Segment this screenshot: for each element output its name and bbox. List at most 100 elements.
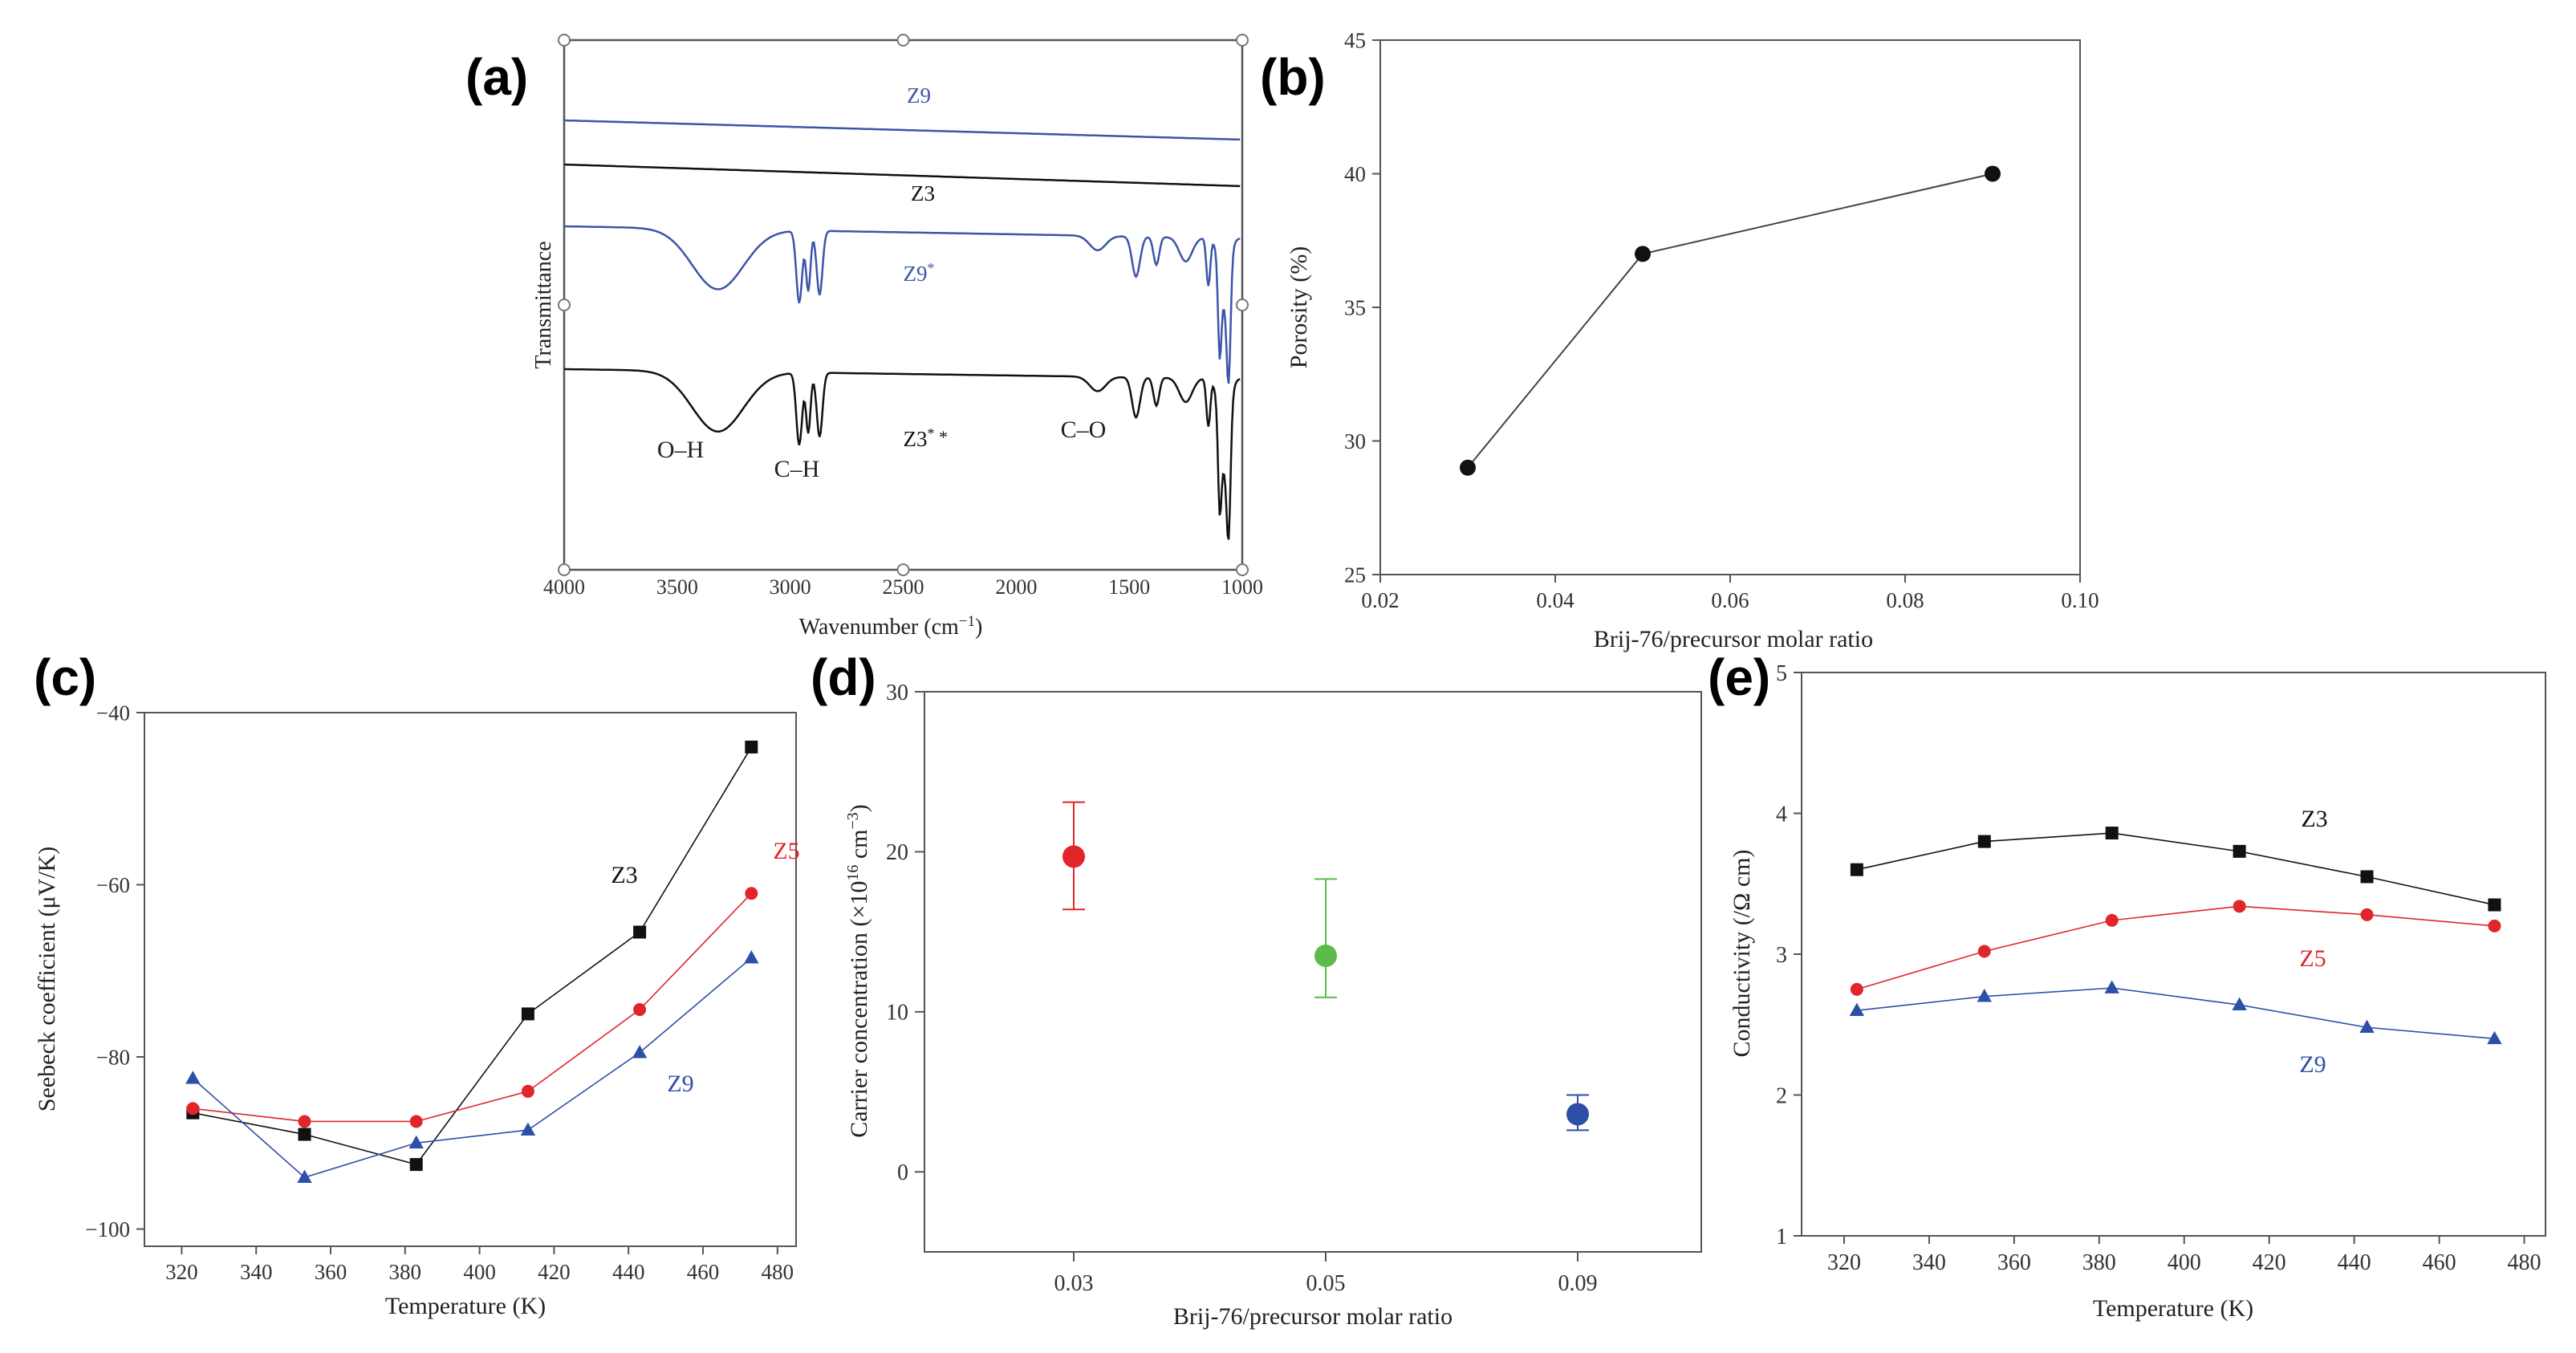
spectrum-z3: [564, 163, 1241, 188]
porosity-point: [1985, 165, 2001, 182]
point-z9: [632, 1045, 648, 1058]
y-tick-label: 1: [1776, 1225, 1787, 1249]
point-z5: [2105, 913, 2119, 927]
series-label-star: *: [939, 427, 948, 447]
x-tick-label: 320: [1827, 1250, 1861, 1275]
y-tick-label: 5: [1776, 661, 1787, 686]
x-tick-label: 2000: [995, 575, 1037, 599]
series-label: Z3*: [904, 425, 935, 451]
x-tick-label: 0.06: [1711, 588, 1749, 612]
point-z5: [633, 1003, 647, 1017]
y-tick-label: 3: [1776, 943, 1787, 968]
y-axis-label-part: cm: [846, 830, 872, 865]
x-tick-label: 0.04: [1536, 588, 1574, 612]
y-tick-label: 2: [1776, 1083, 1787, 1108]
x-tick-label: 1500: [1108, 575, 1150, 599]
point-z5: [298, 1115, 311, 1128]
x-tick-label: 3500: [656, 575, 698, 599]
point-z3: [1977, 835, 1991, 848]
point-z5: [745, 887, 758, 900]
x-axis-label: Brij-76/precursor molar ratio: [1594, 626, 1873, 652]
point-z3: [633, 925, 647, 939]
point-z5: [409, 1115, 423, 1128]
series-line-z3: [193, 746, 753, 1166]
x-tick-label: 380: [389, 1260, 422, 1284]
point-z3: [1850, 863, 1863, 876]
x-axis-label: Temperature (K): [2093, 1295, 2253, 1322]
y-axis-label: Carrier concentration (×1016 cm−3): [844, 804, 872, 1138]
series-label: Z9*: [904, 260, 935, 286]
y-tick-label: 45: [1344, 28, 1366, 52]
x-tick-label: 340: [240, 1260, 273, 1284]
legend-z5: Z5: [773, 838, 799, 864]
x-tick-label: 0.05: [1306, 1271, 1346, 1296]
panel-a: (a) 4000 3500 3000 2500 2000 1500 1000 Z9 Z3 Z9* Z3…: [465, 34, 1263, 640]
series-line-z9: [1856, 987, 2495, 1040]
plot-frame: [563, 39, 1244, 571]
y-tick-label: 35: [1344, 295, 1366, 319]
plot-frame: [1801, 672, 2546, 1237]
frame-handle: [896, 563, 910, 576]
x-tick-label: 380: [2082, 1250, 2116, 1275]
point-z9: [1849, 1002, 1865, 1016]
annotation-ch: C–H: [774, 456, 820, 482]
panel-label-e: (e): [1708, 648, 1770, 706]
y-tick-label: 40: [1344, 162, 1366, 186]
point-z5: [2360, 908, 2374, 921]
panel-b: (b) 0.02 0.04 0.06 0.08 0.10 25 30 35 40 45 Brij-76…: [1260, 28, 2099, 652]
point-z5: [521, 1084, 534, 1098]
x-axis-label: Brij-76/precursor molar ratio: [1173, 1303, 1453, 1330]
point-z5: [2233, 900, 2246, 913]
panel-label-c: (c): [34, 648, 96, 706]
x-tick-label: 0.08: [1886, 588, 1924, 612]
panel-label-b: (b): [1260, 48, 1326, 106]
legend-z3: Z3: [611, 862, 637, 888]
plot-frame: [924, 691, 1702, 1253]
point-z3: [745, 740, 758, 754]
point-z9: [2104, 980, 2119, 993]
y-axis-label: Transmittance: [531, 241, 556, 368]
plot-frame: [1379, 39, 2081, 575]
frame-handle: [1236, 34, 1249, 47]
panel-label-a: (a): [465, 48, 528, 106]
y-axis-label-part: ): [846, 804, 872, 812]
panel-label-d: (d): [811, 648, 876, 706]
x-axis-label: Wavenumber (cm−1): [799, 613, 983, 640]
plot-frame: [144, 712, 797, 1247]
x-tick-label: 400: [2168, 1250, 2201, 1275]
porosity-point: [1460, 459, 1476, 476]
legend-z5: Z5: [2299, 945, 2326, 972]
x-tick-label: 3000: [770, 575, 811, 599]
legend-z9: Z9: [667, 1071, 693, 1097]
frame-handle: [558, 563, 571, 576]
panel-d: (d) 0 10 20 30 0.03 0.05 0.09 Brij-76/precursor …: [811, 648, 1702, 1330]
x-axis-label-end: ): [975, 615, 982, 640]
x-axis-label: Temperature (K): [385, 1293, 546, 1319]
x-tick-label: 460: [2423, 1250, 2456, 1275]
point-z9: [2359, 1019, 2375, 1034]
y-tick-label: 0: [897, 1160, 908, 1185]
y-tick-label: 30: [886, 681, 908, 705]
frame-handle: [558, 299, 571, 311]
x-tick-label: 320: [165, 1260, 198, 1284]
annotation-co: C–O: [1061, 416, 1107, 443]
y-tick-label: −40: [96, 701, 130, 725]
y-axis-label-part: 16: [844, 865, 862, 881]
point-z5: [1977, 945, 1991, 958]
x-tick-label: 400: [463, 1260, 496, 1284]
x-tick-label: 4000: [543, 575, 585, 599]
spectrum-z9: [564, 119, 1241, 141]
spectrum-z3-star: [564, 368, 1241, 540]
x-tick-label: 480: [2508, 1250, 2541, 1275]
point-z3: [298, 1128, 311, 1141]
x-tick-label: 480: [762, 1260, 794, 1284]
series-line-z5: [193, 892, 752, 1123]
point-z3: [2105, 827, 2119, 840]
point-z9: [408, 1135, 424, 1149]
frame-handle: [896, 34, 910, 47]
point-z3: [2488, 898, 2501, 912]
series-line-z3: [1856, 832, 2495, 906]
point-z3: [521, 1007, 534, 1021]
x-tick-label: 340: [1912, 1250, 1946, 1275]
